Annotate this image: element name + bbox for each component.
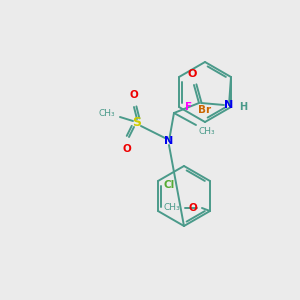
Text: O: O bbox=[130, 90, 138, 100]
Text: O: O bbox=[187, 69, 197, 79]
Text: CH₃: CH₃ bbox=[199, 127, 216, 136]
Text: CH₃: CH₃ bbox=[163, 203, 180, 212]
Text: Cl: Cl bbox=[164, 180, 175, 190]
Text: H: H bbox=[239, 102, 247, 112]
Text: O: O bbox=[123, 144, 131, 154]
Text: F: F bbox=[185, 102, 192, 112]
Text: Br: Br bbox=[198, 105, 212, 115]
Text: S: S bbox=[133, 116, 142, 130]
Text: O: O bbox=[188, 203, 197, 213]
Text: N: N bbox=[224, 100, 234, 110]
Text: CH₃: CH₃ bbox=[98, 109, 115, 118]
Text: N: N bbox=[164, 136, 174, 146]
